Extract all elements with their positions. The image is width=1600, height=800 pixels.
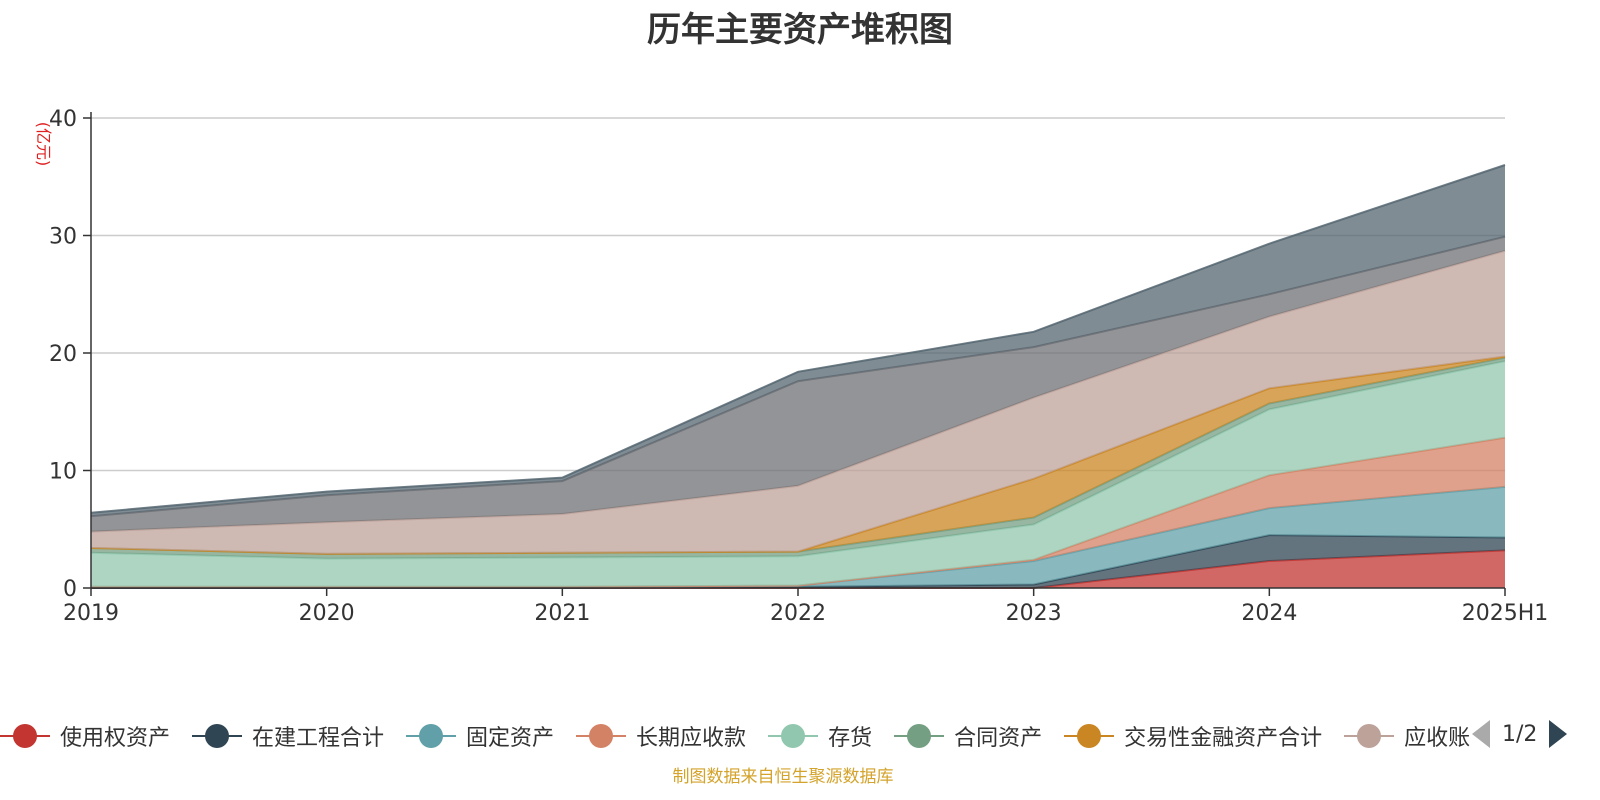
legend-label: 长期应收款 [636,726,747,751]
area-series-0 [91,550,1505,588]
legend-page-indicator: 1/2 [1502,721,1538,747]
legend-swatch-icon [192,724,243,748]
x-tick-label: 2024 [1241,601,1297,626]
y-axis-unit-label: (亿元) [34,122,53,167]
legend-swatch-dot [419,724,444,748]
axes: 0 10 20 30 40 2019 2020 2021 2022 2023 2024 2025H1 [49,107,1548,626]
chart-title: 历年主要资产堆积图 [647,10,953,50]
legend-swatch-dot [1357,724,1382,748]
legend-swatch-icon [1064,724,1115,748]
y-tick-label: 20 [49,342,77,367]
legend-swatch-dot [781,724,806,748]
y-tick-label: 0 [63,577,77,602]
legend-pager: 1/2 [1470,712,1600,756]
legend-next-page-icon[interactable] [1549,720,1568,748]
legend-swatch-icon [894,724,945,748]
legend-swatch-icon [576,724,627,748]
legend-swatch-dot [1077,724,1102,748]
legend-item[interactable]: 长期应收款 [576,714,746,758]
area-series-2 [91,486,1505,588]
legend-item[interactable]: 固定资产 [406,714,554,758]
area-series-1 [91,535,1505,588]
legend-label: 固定资产 [466,726,555,751]
area-series-4 [91,361,1505,587]
area-series-8 [91,236,1505,532]
x-tick-label: 2020 [299,601,355,626]
x-tick-label: 2025H1 [1462,601,1549,626]
y-tick-label: 30 [49,225,77,250]
source-note: 制图数据来自恒生聚源数据库 [672,767,894,787]
x-tick-label: 2022 [770,601,826,626]
legend-swatch-icon [406,724,457,748]
legend-swatch-icon [1344,724,1395,748]
legend-swatch-icon [768,724,819,748]
legend-label: 交易性金融资产合计 [1124,726,1323,751]
legend: 使用权资产 在建工程合计 固定资产 长期应收款 存货 合同资产 交易性金融资产合计 应收账款 [0,714,1480,758]
x-tick-label: 2019 [63,601,119,626]
legend-prev-page-icon[interactable] [1472,720,1490,748]
y-tick-label: 10 [49,460,77,485]
y-tick-label: 40 [49,107,77,132]
legend-item[interactable]: 使用权资产 [0,714,170,758]
legend-swatch-dot [907,724,932,748]
legend-item[interactable]: 存货 [768,714,872,758]
legend-label: 应收账款 [1404,726,1480,751]
x-tick-label: 2023 [1006,601,1062,626]
legend-label: 存货 [828,726,873,751]
area-line-series-9 [90,164,1506,514]
legend-label: 在建工程合计 [252,726,385,751]
legend-swatch-dot [13,724,37,748]
legend-item[interactable]: 合同资产 [894,714,1042,758]
legend-item[interactable]: 在建工程合计 [192,714,384,758]
legend-swatch-dot [589,724,614,748]
legend-item[interactable]: 交易性金融资产合计 [1064,714,1322,758]
legend-label: 使用权资产 [60,726,171,751]
legend-swatch-dot [205,724,230,748]
area-series-7 [91,250,1505,554]
legend-label: 合同资产 [954,726,1043,751]
area-series-3 [91,437,1505,587]
stacked-areas [90,164,1506,589]
legend-swatch-icon [0,724,50,748]
x-tick-label: 2021 [534,601,590,626]
legend-item[interactable]: 应收账款 [1344,714,1480,758]
